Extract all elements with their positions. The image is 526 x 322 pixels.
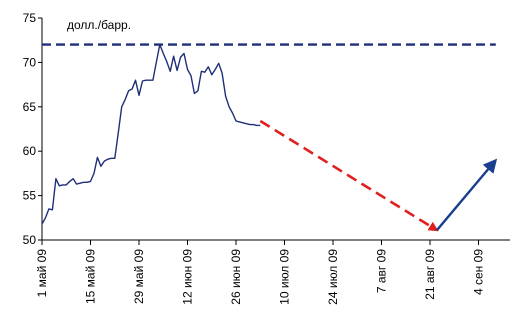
y-tick-label: 75 (23, 11, 37, 25)
forecast-down-line (259, 119, 439, 232)
x-tick-label: 21 авг 09 (423, 249, 437, 300)
y-tick-label: 70 (23, 55, 37, 69)
x-tick-label: 24 июл 09 (326, 249, 340, 305)
x-tick-label: 12 июн 09 (181, 249, 195, 305)
y-tick-label: 65 (23, 100, 37, 114)
x-tick-label: 15 май 09 (84, 249, 98, 304)
x-tick-label: 1 май 09 (35, 249, 49, 298)
price-line (41, 43, 261, 225)
y-tick-label: 50 (23, 233, 37, 247)
y-axis: 50 55 60 65 70 75 (23, 11, 43, 247)
x-tick-label: 4 сен 09 (472, 249, 486, 295)
x-axis: 1 май 09 15 май 09 29 май 09 12 июн 09 26 ию… (35, 239, 510, 305)
y-tick-label: 55 (23, 189, 37, 203)
unit-label: долл./барр. (67, 18, 131, 32)
x-tick-label: 26 июн 09 (229, 249, 243, 305)
y-tick-label: 60 (23, 144, 37, 158)
forecast-up-arrow (435, 158, 498, 231)
x-tick-label: 7 авг 09 (375, 249, 389, 293)
series-layer (41, 43, 498, 232)
x-tick-label: 29 май 09 (132, 249, 146, 304)
x-tick-label: 10 июл 09 (278, 249, 292, 305)
